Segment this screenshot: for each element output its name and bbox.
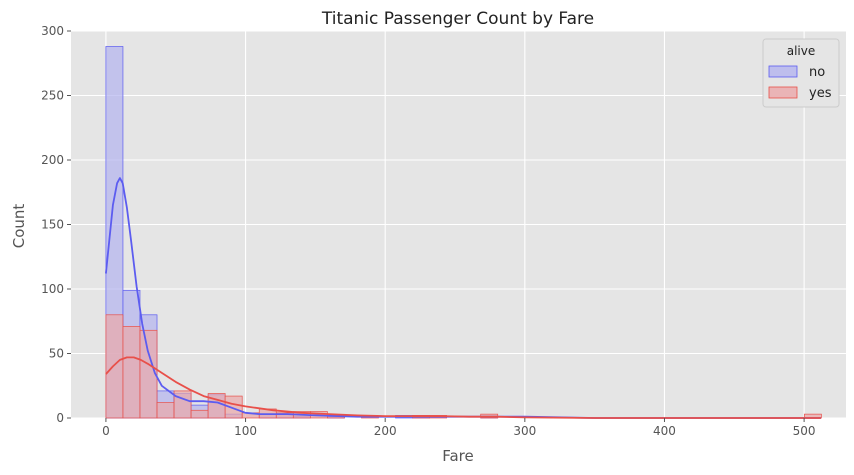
y-tick-label: 150: [41, 218, 64, 232]
chart-title: Titanic Passenger Count by Fare: [321, 9, 594, 29]
histogram-bar-yes: [122, 326, 141, 419]
y-tick-label: 50: [49, 347, 64, 361]
kde-line-yes: [105, 356, 821, 419]
legend-label-yes: yes: [809, 86, 832, 101]
y-tick-label: 300: [41, 24, 64, 38]
legend: alive no yes: [762, 38, 840, 108]
histogram-bar-yes: [224, 395, 243, 419]
kde-curves: [105, 177, 821, 419]
x-tick-label: 500: [793, 424, 816, 438]
histogram-bar-yes: [156, 402, 175, 419]
x-tick-label: 0: [102, 424, 110, 438]
histogram-bars-yes: [105, 314, 822, 419]
y-tick-label: 250: [41, 89, 64, 103]
legend-swatch-no: [768, 65, 798, 78]
y-tick-label: 100: [41, 282, 64, 296]
y-tick-label: 200: [41, 153, 64, 167]
legend-label-no: no: [809, 65, 825, 80]
histogram-bar-yes: [139, 329, 158, 419]
histogram-bar-yes: [173, 390, 192, 419]
histogram-bar-yes: [190, 409, 209, 419]
histogram-bar-yes: [105, 314, 124, 419]
legend-swatch-yes: [768, 86, 798, 99]
y-tick-label: 0: [56, 411, 64, 425]
axis-ticks: 0 100 200 300 400 500 0 50 100 150 200 250 300: [41, 24, 815, 438]
legend-title: alive: [787, 44, 816, 58]
x-tick-label: 400: [653, 424, 676, 438]
x-tick-label: 300: [513, 424, 536, 438]
y-axis-label: Count: [10, 204, 28, 249]
x-tick-label: 200: [374, 424, 397, 438]
x-axis-label: Fare: [442, 447, 474, 465]
x-tick-label: 100: [234, 424, 257, 438]
